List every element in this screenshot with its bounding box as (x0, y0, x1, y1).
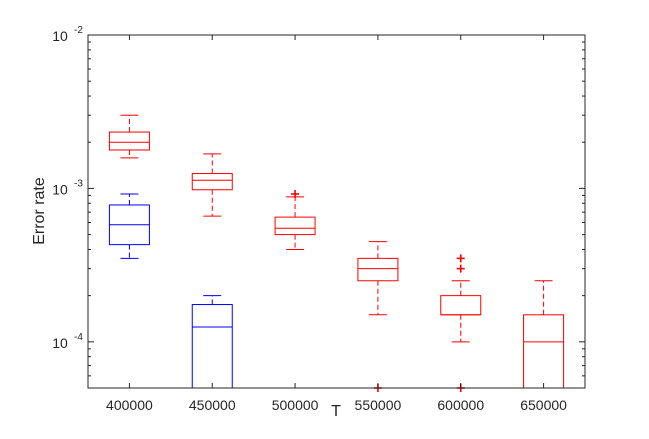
x-axis-label: T (331, 403, 341, 420)
box-iqr (108, 131, 150, 151)
y-tick-exponent: -3 (74, 178, 83, 189)
y-axis-label: Error rate (31, 177, 48, 245)
box-1-0 (108, 193, 150, 259)
box-iqr (357, 257, 399, 282)
x-tick-label: 400000 (106, 397, 153, 413)
x-tick-label: 450000 (189, 397, 236, 413)
plot-area (88, 35, 585, 388)
y-tick-label: 10 (52, 28, 68, 44)
y-tick-exponent: -2 (74, 25, 83, 36)
x-tick-label: 550000 (355, 397, 402, 413)
outlier-marker (291, 189, 300, 198)
outlier-marker (456, 254, 465, 263)
x-tick-label: 650000 (520, 397, 567, 413)
box-0-0 (108, 114, 150, 159)
x-tick-label: 600000 (437, 397, 484, 413)
axes: 400000 450000 500000 550000 600000 650000 10 -4… (52, 25, 586, 413)
box-0-2 (274, 189, 316, 250)
y-tick-exponent: -4 (74, 332, 83, 343)
y-tick-label: 10 (52, 335, 68, 351)
box-iqr (191, 173, 233, 191)
axes-frame (87, 34, 586, 389)
box-iqr (274, 216, 316, 236)
y-tick-label: 10 (52, 181, 68, 197)
x-tick-label: 500000 (272, 397, 319, 413)
outlier-marker (456, 264, 465, 273)
box-0-1 (191, 153, 233, 217)
